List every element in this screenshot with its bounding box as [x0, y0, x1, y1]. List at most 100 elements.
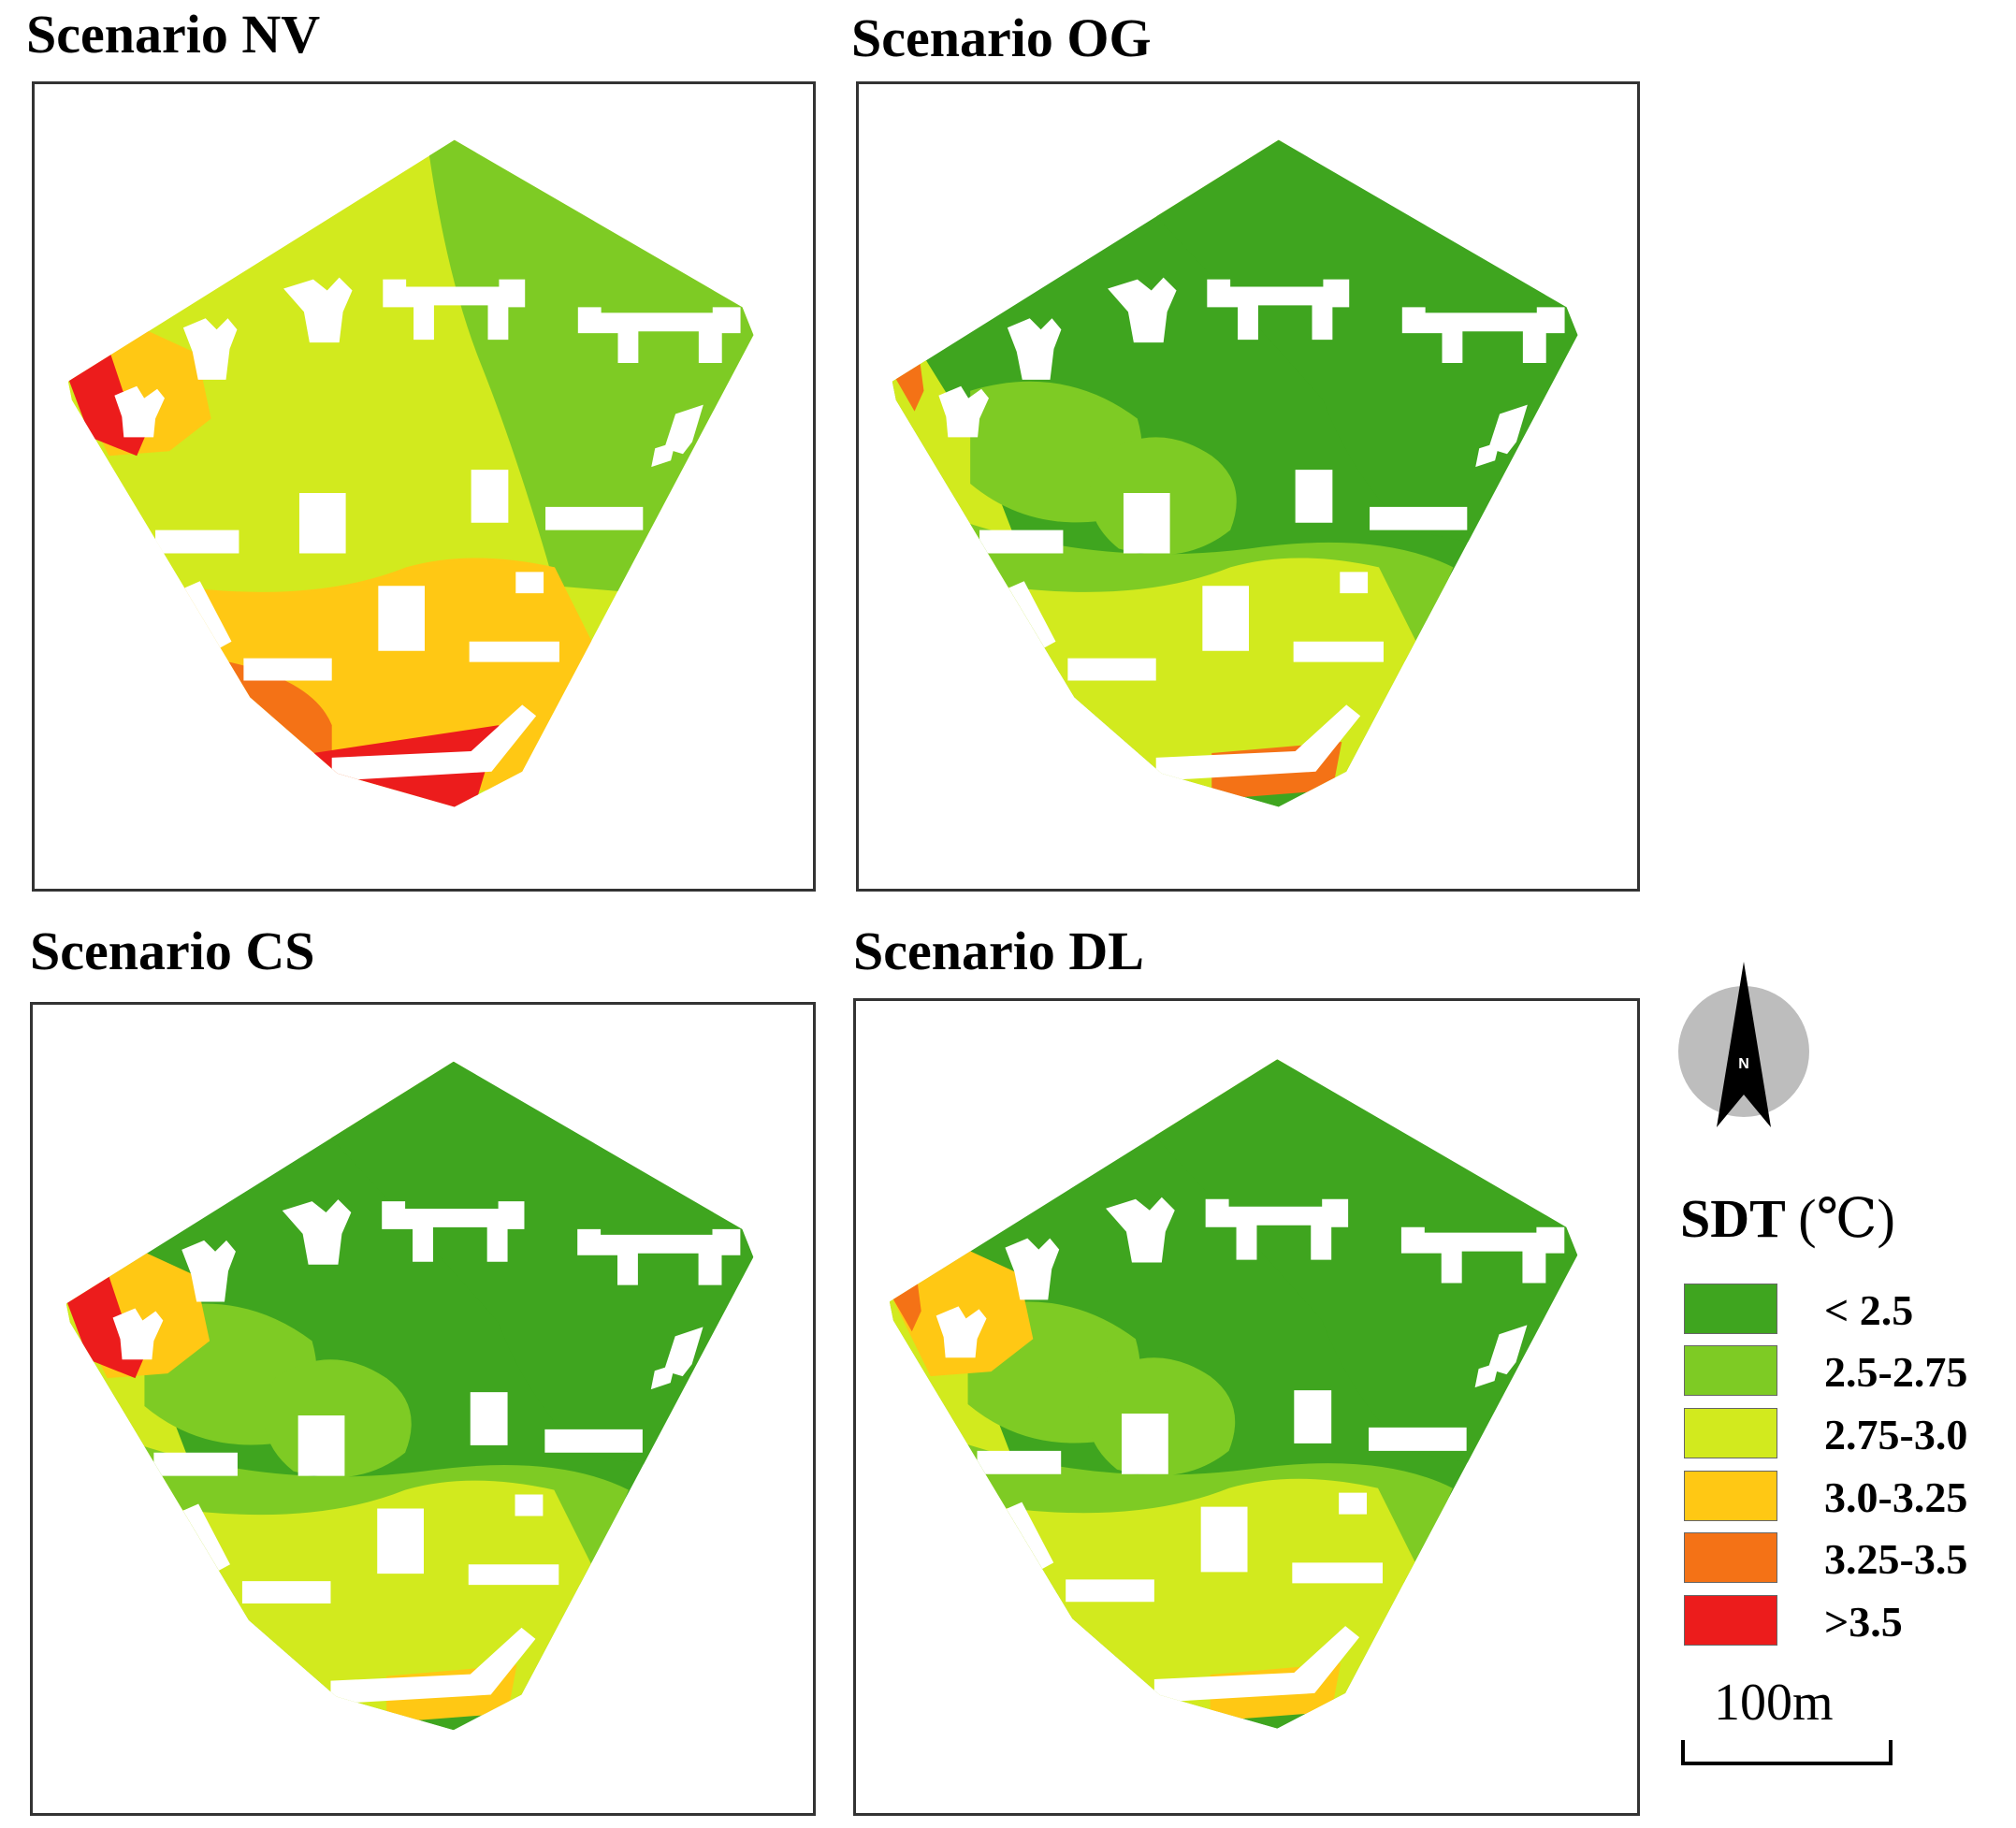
building-footprint	[1370, 506, 1468, 530]
building-footprint	[182, 318, 238, 380]
building-footprint	[1369, 1427, 1467, 1451]
building-footprint	[577, 307, 741, 363]
legend-item: 2.75-3.0	[1684, 1408, 2002, 1460]
building-footprint	[1400, 1226, 1565, 1284]
building-footprint	[155, 530, 239, 554]
legend-label: 2.5-2.75	[1824, 1348, 1968, 1396]
building-footprint	[1207, 279, 1350, 341]
panel-title-dl: Scenario DL	[853, 921, 1144, 981]
building-footprint	[938, 385, 989, 438]
building-footprint	[1123, 492, 1170, 554]
scale-bar-label: 100m	[1714, 1674, 1834, 1732]
building-footprint	[1000, 1502, 1054, 1574]
building-footprint	[382, 1201, 525, 1262]
building-footprint	[1292, 1562, 1383, 1584]
building-footprint	[1293, 641, 1384, 662]
building-footprint	[181, 1240, 236, 1302]
legend-swatch	[1684, 1408, 1777, 1458]
building-footprint	[298, 492, 346, 554]
building-footprint	[1067, 658, 1156, 681]
building-footprint	[515, 572, 544, 594]
building-footprint	[469, 641, 559, 662]
sdt-map-nv	[67, 139, 754, 807]
legend-swatch	[1684, 1345, 1777, 1396]
legend-item: < 2.5	[1684, 1284, 2002, 1336]
scale-bar	[1681, 1740, 1893, 1765]
building-footprint	[1340, 572, 1369, 594]
building-footprint	[1108, 277, 1177, 343]
sdt-map-dl	[889, 1059, 1578, 1729]
building-footprint	[1007, 318, 1062, 380]
legend-unit: (℃)	[1798, 1188, 1895, 1249]
building-footprint	[651, 442, 676, 468]
building-footprint	[282, 1199, 352, 1265]
legend-label: 2.75-3.0	[1824, 1411, 1968, 1458]
legend-label: < 2.5	[1824, 1286, 1914, 1334]
building-footprint	[331, 704, 537, 781]
building-footprint	[545, 506, 644, 530]
building-footprint	[1202, 586, 1249, 651]
building-footprint	[241, 1581, 331, 1604]
panel-title-og: Scenario OG	[851, 7, 1152, 68]
building-footprint	[1474, 1362, 1500, 1388]
building-footprint	[153, 1452, 238, 1476]
map-panel-cs	[30, 1002, 816, 1816]
panel-title-nv: Scenario NV	[26, 4, 321, 65]
building-footprint	[470, 1392, 508, 1445]
building-footprint	[977, 1450, 1062, 1474]
building-footprint	[1488, 404, 1528, 455]
legend-item: >3.5	[1684, 1595, 2002, 1647]
sdt-map-cs	[65, 1061, 754, 1731]
legend-swatch	[1684, 1532, 1777, 1583]
legend-swatch	[1684, 1471, 1777, 1521]
legend-item: 3.25-3.5	[1684, 1532, 2002, 1585]
building-footprint	[177, 1503, 230, 1576]
sdt-zones	[889, 1059, 1578, 1729]
panel-title-cs: Scenario CS	[30, 921, 315, 981]
legend-label: 3.25-3.5	[1824, 1535, 1968, 1583]
building-footprint	[297, 1415, 345, 1476]
building-footprint	[1155, 704, 1361, 781]
building-footprint	[114, 385, 165, 438]
legend-label: >3.5	[1824, 1598, 1903, 1646]
building-footprint	[1002, 581, 1056, 653]
legend-label: 3.0-3.25	[1824, 1473, 1968, 1521]
legend-swatch	[1684, 1284, 1777, 1334]
building-footprint	[1475, 442, 1501, 468]
building-footprint	[471, 470, 509, 523]
legend-swatch	[1684, 1595, 1777, 1646]
legend-title: SDT (℃)	[1680, 1186, 1895, 1250]
map-panel-og	[856, 81, 1640, 892]
building-footprint	[935, 1306, 987, 1358]
building-footprint	[1106, 1197, 1175, 1263]
building-footprint	[1487, 1325, 1528, 1375]
building-footprint	[664, 404, 703, 455]
building-footprint	[468, 1564, 559, 1586]
building-footprint	[283, 277, 353, 343]
building-footprint	[1200, 1506, 1248, 1573]
building-footprint	[979, 530, 1064, 554]
sdt-zones	[67, 139, 754, 807]
building-footprint	[383, 279, 526, 341]
building-footprint	[663, 1327, 703, 1377]
building-footprint	[577, 1228, 741, 1285]
building-footprint	[1066, 1579, 1154, 1603]
building-footprint	[1005, 1238, 1060, 1300]
legend-item: 2.5-2.75	[1684, 1345, 2002, 1398]
building-footprint	[378, 586, 425, 651]
building-footprint	[330, 1627, 536, 1705]
north-arrow-label: N	[1738, 1056, 1749, 1072]
map-panel-nv	[32, 81, 816, 892]
building-footprint	[1401, 307, 1565, 363]
building-footprint	[650, 1364, 675, 1390]
building-footprint	[1294, 1390, 1332, 1444]
building-footprint	[178, 581, 232, 653]
sdt-zones	[892, 139, 1578, 807]
north-arrow-icon: N	[1678, 962, 1809, 1127]
building-footprint	[1205, 1198, 1349, 1260]
legend-item: 3.0-3.25	[1684, 1471, 2002, 1523]
building-footprint	[544, 1429, 643, 1453]
building-footprint	[112, 1308, 164, 1360]
building-footprint	[515, 1494, 544, 1516]
building-footprint	[1121, 1413, 1168, 1474]
